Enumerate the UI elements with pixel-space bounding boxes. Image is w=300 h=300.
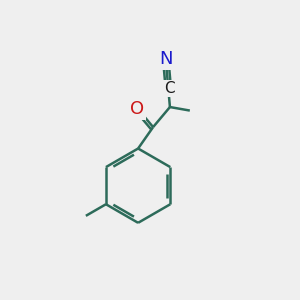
Text: O: O xyxy=(130,100,144,118)
Text: C: C xyxy=(164,81,175,96)
Text: N: N xyxy=(159,50,173,68)
